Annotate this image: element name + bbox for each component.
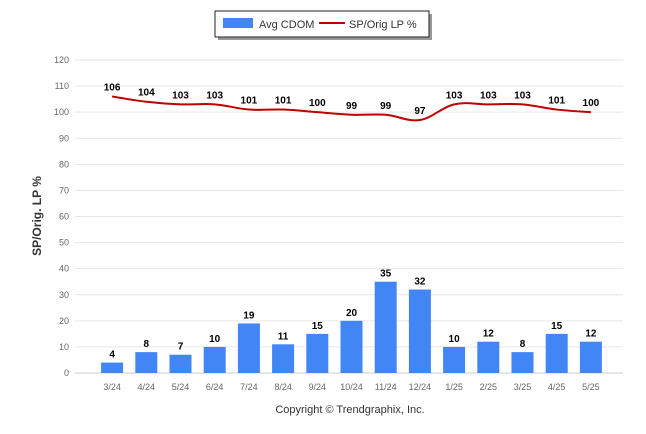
x-tick-label: 3/24 [103,382,121,392]
bar-data-label: 11 [278,331,289,342]
bar-data-label: 12 [483,329,495,340]
y-tick-label: 50 [59,238,69,248]
bar[interactable] [545,333,568,373]
x-tick-label: 6/24 [206,382,224,392]
bar[interactable] [272,344,295,373]
line-data-label: 100 [583,98,600,109]
bar[interactable] [374,281,397,373]
bar-data-label: 15 [312,321,324,332]
bar[interactable] [340,320,363,373]
x-tick-label: 5/25 [582,382,600,392]
gridlines [75,59,623,374]
copyright-text: Copyright © Trendgraphix, Inc. [275,404,424,416]
x-tick-label: 12/24 [409,382,432,392]
line-data-label: 99 [380,101,392,112]
y-tick-label: 10 [59,342,69,352]
y-tick-label: 0 [64,368,69,378]
bar[interactable] [306,333,329,373]
line-data-label: 101 [548,96,565,107]
line-data-label: 97 [414,106,426,117]
x-tick-label: 10/24 [340,382,363,392]
line-data-label: 103 [446,90,463,101]
y-tick-label: 90 [59,133,69,143]
y-tick-label: 60 [59,212,69,222]
y-axis-ticks: 0 10 20 30 40 50 60 70 80 90 100 110 120 [54,55,69,378]
legend-swatch-bar [223,18,253,28]
bar-data-label: 8 [144,339,150,350]
x-tick-label: 4/25 [548,382,566,392]
legend[interactable]: Avg CDOM SP/Orig LP % [214,10,432,40]
y-tick-label: 110 [55,81,69,91]
y-tick-label: 20 [59,316,69,326]
bar-data-label: 10 [209,334,221,345]
x-tick-label: 4/24 [138,382,156,392]
y-tick-label: 70 [59,185,69,195]
x-tick-label: 5/24 [172,382,190,392]
y-tick-label: 80 [59,159,69,169]
bar[interactable] [101,362,124,373]
bar[interactable] [135,352,158,373]
bar-data-label: 35 [380,269,392,280]
legend-label-bar: Avg CDOM [259,19,314,31]
bar[interactable] [237,323,260,373]
bar-data-label: 12 [585,329,597,340]
bar-data-label: 15 [551,321,563,332]
line-data-label: 103 [480,90,497,101]
bar[interactable] [477,341,500,373]
line-data-label: 103 [206,90,223,101]
x-tick-label: 2/25 [480,382,498,392]
line-data-label: 104 [138,88,155,99]
bar-data-label: 10 [449,334,461,345]
bar-data-label: 4 [109,350,115,361]
x-tick-label: 8/24 [274,382,292,392]
x-tick-label: 1/25 [445,382,463,392]
line-data-label: 106 [104,83,121,94]
y-tick-label: 100 [54,107,69,117]
legend-label-line: SP/Orig LP % [349,19,417,31]
y-tick-label: 30 [59,290,69,300]
bar[interactable] [408,289,431,373]
x-tick-label: 3/25 [514,382,532,392]
x-axis-ticks: 3/24 4/24 5/24 6/24 7/24 8/24 9/24 10/24 11/24 12… [103,382,599,392]
bar-data-label: 8 [520,339,526,350]
bar[interactable] [169,354,192,373]
x-tick-label: 9/24 [309,382,327,392]
y-tick-label: 120 [54,55,69,65]
line-data-label: 99 [346,101,358,112]
line-data-label: 101 [275,96,292,107]
bar[interactable] [511,352,534,373]
line-path [111,95,591,122]
line-data-label: 103 [172,90,189,101]
bar[interactable] [579,341,602,373]
x-tick-label: 7/24 [240,382,258,392]
line-data-label: 103 [514,90,531,101]
y-axis-label: SP/Orig. LP % [30,176,44,256]
line-data-label: 100 [309,98,326,109]
x-tick-label: 11/24 [375,382,397,392]
bar-data-label: 7 [178,342,184,353]
bar[interactable] [203,346,226,373]
line-data-label: 101 [241,96,258,107]
bar-data-label: 20 [346,308,358,319]
bar-data-label: 19 [243,310,255,321]
bar-series: 4 8 7 10 19 11 15 20 35 32 10 12 8 15 12 [101,269,602,373]
y-tick-label: 40 [59,264,69,274]
line-series: 106 104 103 103 101 101 100 99 99 97 103 103 103 101 1… [104,83,600,122]
bar[interactable] [443,346,466,373]
bar-data-label: 32 [414,277,426,288]
